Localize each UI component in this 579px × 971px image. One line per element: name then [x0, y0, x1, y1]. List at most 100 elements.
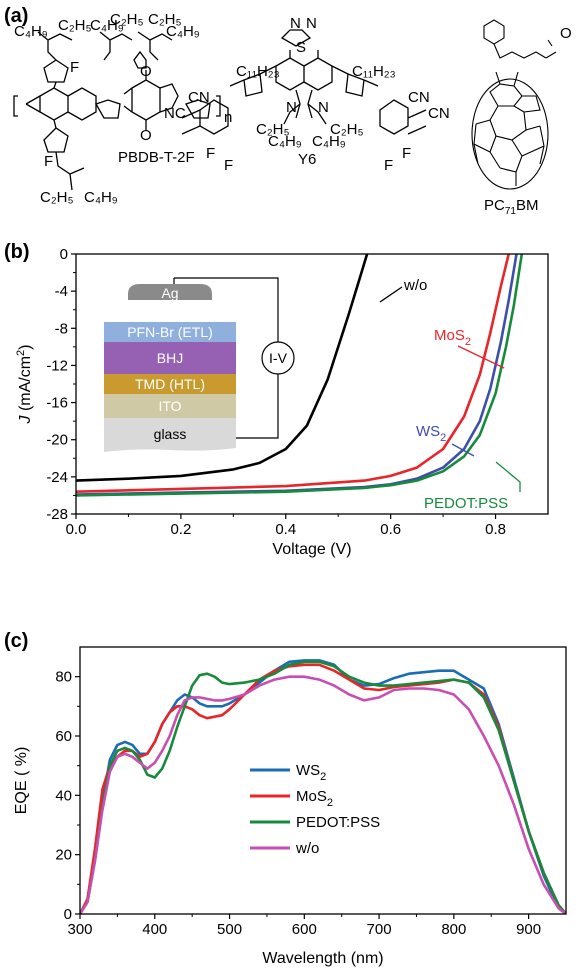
series-line-pedot-pss — [76, 254, 524, 497]
eqe-chart: 300 400 500 600 700 800 900 0 20 40 60 80 Wavelength… — [13, 646, 567, 967]
iv-meter — [261, 341, 295, 375]
x-tick-label: 0.2 — [170, 521, 191, 538]
series-label: PEDOT:PSS — [296, 814, 380, 831]
polymer-labels: C₄H₉ C₂H₅ C₄H₉ C₂H₅ C₂H₅ C₄H₉ F F C₂H₅ C… — [14, 11, 232, 206]
layer-ag-label: Ag — [161, 285, 178, 301]
polymer-name: PBDB-T-2F — [118, 149, 195, 166]
svg-text:CN: CN — [408, 89, 430, 106]
svg-text:C₁₁H₂₃: C₁₁H₂₃ — [352, 63, 396, 80]
x-tick-label: 700 — [367, 921, 392, 938]
svg-text:C₄H₉: C₄H₉ — [166, 23, 200, 40]
y-axis-label: J (mA/cm2) — [15, 345, 34, 425]
y-tick-label: 40 — [55, 787, 72, 804]
svg-text:C₁₁H₂₃: C₁₁H₂₃ — [236, 63, 280, 80]
panel-label-c: (c) — [4, 630, 28, 652]
y6-name: Y6 — [298, 151, 316, 168]
pc71bm-labels: O PC71BM — [484, 25, 572, 217]
layer-ito — [104, 394, 236, 418]
leader-line — [451, 443, 475, 457]
svg-text:N: N — [290, 15, 301, 32]
series-label: w/o — [403, 277, 427, 294]
svg-text:C₂H₅: C₂H₅ — [256, 121, 290, 138]
y-tick-label: -16 — [46, 395, 68, 412]
svg-text:F: F — [44, 153, 53, 170]
leader-line — [379, 286, 403, 303]
x-tick-label: 900 — [516, 921, 541, 938]
y-tick-label: 20 — [55, 847, 72, 864]
x-tick-label: 800 — [441, 921, 466, 938]
svg-text:C₄H₉: C₄H₉ — [90, 17, 124, 34]
series-line-mos2 — [76, 254, 510, 493]
y-tick-label: -24 — [46, 469, 68, 486]
x-tick-label: 600 — [292, 921, 317, 938]
x-tick-label: 300 — [67, 921, 92, 938]
svg-text:F: F — [402, 145, 411, 162]
series-line-pedot-pss — [80, 660, 566, 914]
svg-text:C₄H₉: C₄H₉ — [268, 133, 302, 150]
y-tick-label: -28 — [46, 506, 68, 523]
series-label: PEDOT:PSS — [424, 495, 508, 512]
x-tick-label: 0.4 — [275, 521, 296, 538]
y6-labels: N S N C₁₁H₂₃ C₁₁H₂₃ CN NC CN CN N N C₂H₅… — [164, 15, 450, 174]
layer-glass-label: glass — [154, 426, 187, 442]
y-tick-label: -20 — [46, 432, 68, 449]
series-label: WS2 — [296, 762, 326, 783]
svg-text:O: O — [140, 127, 152, 144]
svg-text:F: F — [384, 157, 393, 174]
layer-glass — [104, 418, 236, 452]
device-stack-inset: Ag PFN-Br (ETL) BHJ TMD (HTL) ITO glass … — [104, 277, 295, 452]
plot-frame — [79, 646, 567, 915]
svg-text:C₂H₅: C₂H₅ — [110, 11, 144, 28]
y-tick-label: 60 — [55, 728, 72, 745]
series-label: MoS2 — [296, 788, 333, 809]
layer-bhj — [104, 342, 236, 374]
leader-line — [495, 461, 521, 492]
layer-ito-label: ITO — [158, 398, 181, 414]
y-tick-label: 0 — [60, 246, 68, 263]
pc71bm-name: PC71BM — [484, 197, 538, 217]
structure-polymer — [13, 31, 221, 191]
y-tick-label: -4 — [55, 283, 68, 300]
svg-text:F: F — [224, 157, 233, 174]
x-tick-label: 0.8 — [485, 521, 506, 538]
structure-y6 — [181, 29, 427, 135]
svg-text:S: S — [296, 39, 306, 56]
y-tick-label: -8 — [55, 320, 68, 337]
svg-text:C₂H₅: C₂H₅ — [148, 11, 182, 28]
y-tick-label: 80 — [55, 669, 72, 686]
panel-label-a: (a) — [4, 5, 28, 27]
layer-pfn-label: PFN-Br (ETL) — [127, 324, 213, 340]
layer-tmd-label: TMD (HTL) — [135, 376, 205, 392]
series-label: w/o — [295, 840, 319, 857]
layer-ag — [128, 284, 212, 300]
svg-text:N: N — [318, 99, 329, 116]
svg-text:C₄H₉: C₄H₉ — [84, 189, 118, 206]
y-axis-label: EQE ( %) — [13, 747, 30, 815]
layer-bhj-label: BHJ — [157, 350, 183, 366]
x-tick-label: 0.0 — [66, 521, 87, 538]
svg-text:CN: CN — [188, 89, 210, 106]
svg-text:F: F — [206, 145, 215, 162]
svg-text:NC: NC — [164, 105, 186, 122]
jv-chart: 0.0 0.2 0.4 0.6 0.8 0 -4 -8 -12 -16 -20 -24 -28 Volta… — [15, 246, 549, 558]
svg-text:N: N — [286, 99, 297, 116]
x-tick-label: 500 — [217, 921, 242, 938]
leader-line — [457, 345, 505, 369]
x-tick-label: 0.6 — [380, 521, 401, 538]
svg-text:O: O — [560, 25, 572, 42]
svg-text:C₄H₉: C₄H₉ — [14, 23, 48, 40]
svg-text:C₂H₅: C₂H₅ — [58, 17, 92, 34]
structure-pc71bm — [471, 19, 557, 190]
layer-pfn — [104, 322, 236, 342]
svg-text:O: O — [140, 63, 152, 80]
x-axis-label: Voltage (V) — [272, 541, 351, 558]
y-tick-label: -12 — [46, 357, 68, 374]
panel-label-b: (b) — [4, 241, 30, 263]
series-line-w-o — [80, 675, 566, 914]
iv-meter-label: I-V — [269, 350, 288, 366]
svg-text:C₂H₅: C₂H₅ — [330, 121, 364, 138]
layer-tmd — [104, 374, 236, 394]
x-axis-label: Wavelength (nm) — [262, 950, 383, 967]
svg-text:C₂H₅: C₂H₅ — [40, 189, 74, 206]
